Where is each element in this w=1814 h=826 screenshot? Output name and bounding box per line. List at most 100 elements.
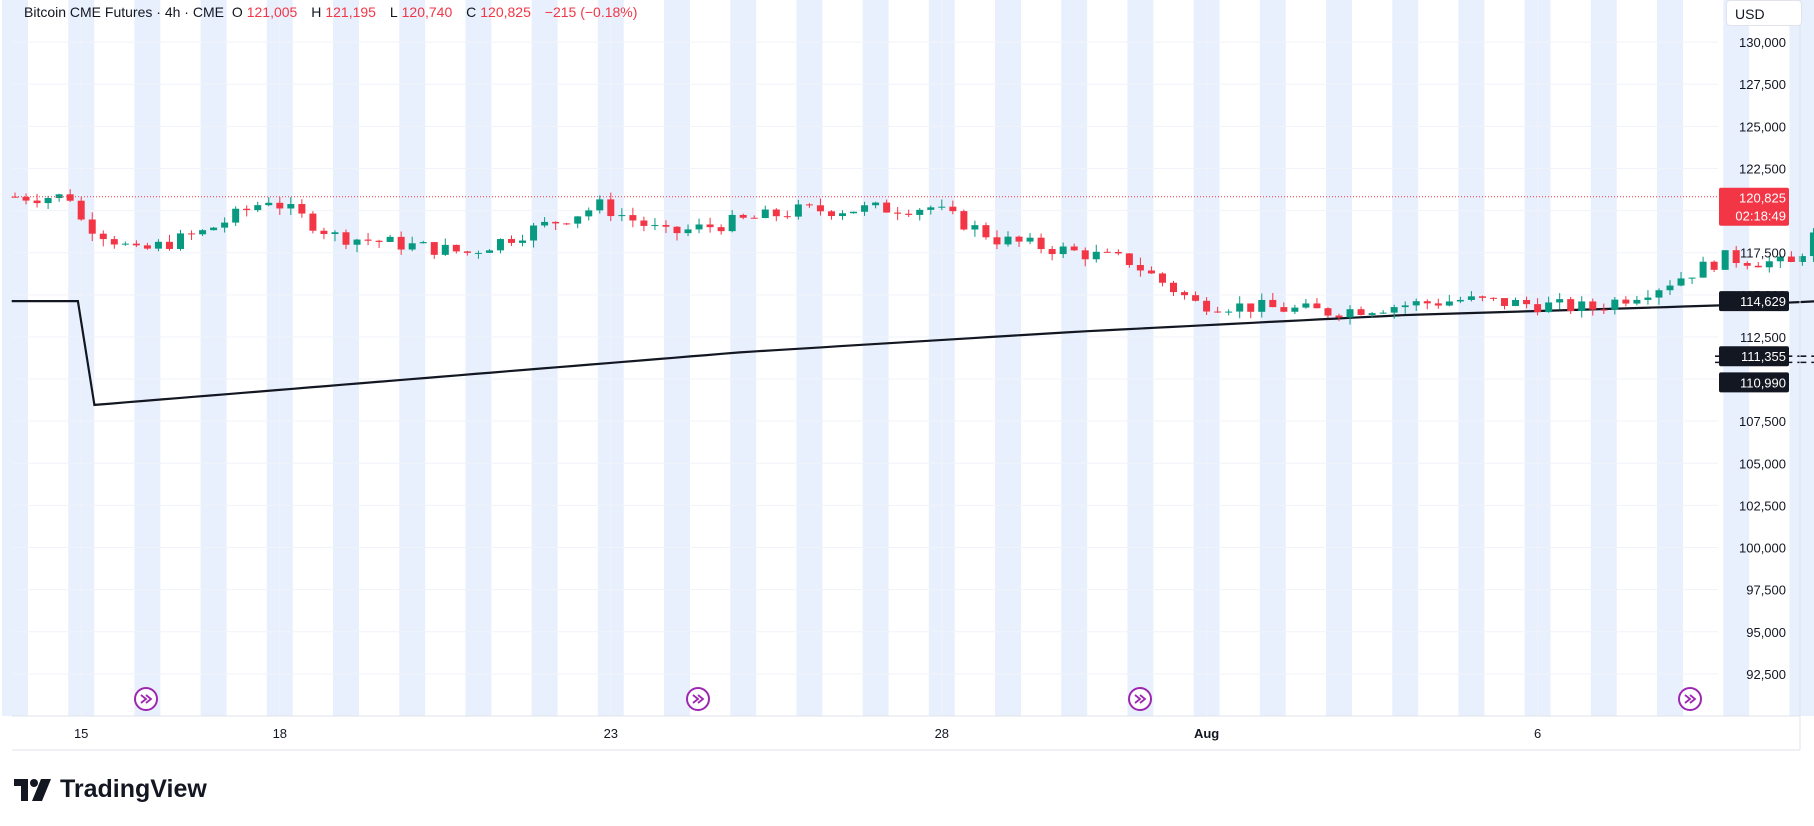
time-axis[interactable]: 15182328Aug61114192227Sep4912172225Oct69… bbox=[12, 715, 1814, 751]
candle-body bbox=[1070, 246, 1078, 251]
session-bands bbox=[2, 0, 1814, 716]
candle-body bbox=[916, 209, 924, 215]
ma-value-tag: 114,629 bbox=[1740, 294, 1786, 309]
session-band bbox=[1259, 0, 1286, 716]
candle-body bbox=[684, 229, 692, 234]
moving-average-line bbox=[11, 300, 1814, 407]
candle-body bbox=[452, 244, 460, 252]
candle-body bbox=[805, 204, 813, 206]
candle-body bbox=[1798, 256, 1806, 262]
candle-body bbox=[1556, 299, 1564, 303]
candle-body bbox=[55, 194, 63, 199]
candle-body bbox=[629, 215, 637, 221]
candle-body bbox=[309, 213, 317, 231]
candle-body bbox=[651, 225, 659, 227]
candle-body bbox=[1765, 261, 1773, 268]
candle-body bbox=[618, 215, 626, 217]
candle-body bbox=[1170, 282, 1177, 293]
candle-body bbox=[1247, 303, 1255, 312]
candle-body bbox=[519, 240, 527, 243]
candle-body bbox=[232, 208, 240, 223]
candle-body bbox=[1545, 302, 1553, 313]
session-band bbox=[730, 0, 757, 716]
tradingview-logo-icon bbox=[14, 778, 51, 801]
candle-body bbox=[188, 233, 196, 235]
candle-body bbox=[1412, 301, 1420, 306]
candle-body bbox=[1291, 307, 1299, 312]
candle-body bbox=[441, 244, 449, 255]
event-icon-glyph bbox=[1134, 694, 1147, 704]
session-band bbox=[333, 0, 359, 716]
low-label: L bbox=[389, 4, 398, 20]
candle-body bbox=[1489, 297, 1497, 299]
candle-body bbox=[883, 202, 891, 213]
event-icon-glyph bbox=[140, 694, 153, 704]
candle-body bbox=[375, 240, 383, 242]
y-tick-label: 92,500 bbox=[1746, 667, 1786, 682]
y-tick-label: 97,500 bbox=[1746, 583, 1786, 598]
candle-body bbox=[1743, 263, 1751, 266]
tradingview-logo[interactable]: TradingView bbox=[14, 775, 207, 804]
candle-body bbox=[1721, 250, 1729, 270]
candle-body bbox=[1258, 299, 1266, 312]
candle-body bbox=[794, 204, 802, 217]
candle-body bbox=[1456, 299, 1464, 302]
candle-body bbox=[1125, 253, 1133, 266]
session-band bbox=[995, 0, 1021, 716]
candle-body bbox=[1523, 299, 1531, 305]
event-icon[interactable] bbox=[1678, 687, 1702, 711]
y-tick-label: 105,000 bbox=[1739, 456, 1786, 471]
candle-body bbox=[783, 216, 791, 218]
candle-body bbox=[1302, 303, 1310, 308]
candle-body bbox=[1335, 315, 1343, 318]
candle-body bbox=[673, 226, 681, 234]
candle-body bbox=[1214, 311, 1222, 313]
event-icon[interactable] bbox=[1128, 687, 1152, 711]
candle-body bbox=[1313, 303, 1321, 309]
last-price-tag: 120,825 bbox=[1739, 191, 1786, 206]
candle-body bbox=[33, 200, 41, 204]
candle-body bbox=[210, 227, 218, 231]
candle-body bbox=[872, 202, 880, 206]
currency-button[interactable]: USD bbox=[1726, 0, 1802, 26]
candle-body bbox=[1236, 303, 1244, 312]
candle-body bbox=[894, 212, 902, 214]
candle-body bbox=[298, 204, 306, 214]
candle-body bbox=[938, 206, 946, 208]
candle-body bbox=[419, 242, 427, 244]
symbol-header: Bitcoin CME Futures · 4h · CME O 121,005 … bbox=[24, 4, 647, 20]
candle-body bbox=[552, 221, 560, 224]
candle-body bbox=[563, 223, 571, 225]
candle-body bbox=[1081, 250, 1089, 260]
candle-body bbox=[1092, 251, 1100, 260]
candle-body bbox=[485, 250, 493, 253]
candle-body bbox=[1578, 301, 1586, 312]
candle-body bbox=[1037, 237, 1045, 250]
candle-body bbox=[728, 214, 736, 232]
candle-body bbox=[110, 239, 118, 245]
event-icon[interactable] bbox=[686, 687, 710, 711]
candle-body bbox=[1324, 308, 1332, 316]
candle-body bbox=[44, 198, 52, 204]
candle-body bbox=[1103, 251, 1111, 253]
candle-body bbox=[1004, 236, 1012, 245]
session-band bbox=[862, 0, 889, 716]
candle-body bbox=[717, 227, 725, 232]
candle-body bbox=[143, 245, 151, 249]
candle-body bbox=[254, 205, 262, 211]
y-tick-label: 130,000 bbox=[1739, 35, 1786, 50]
event-icon[interactable] bbox=[134, 687, 158, 711]
price-chart[interactable]: CME GAP 92,500 95,000 97,500 100,000 102,500… bbox=[0, 0, 1814, 760]
candle-body bbox=[287, 204, 295, 209]
candle-body bbox=[1181, 292, 1189, 296]
y-tick-label: 125,000 bbox=[1739, 119, 1786, 134]
low-value: 120,740 bbox=[401, 4, 453, 20]
x-tick-label: 6 bbox=[1534, 726, 1541, 741]
y-tick-label: 107,500 bbox=[1739, 414, 1786, 429]
candle-body bbox=[342, 232, 350, 245]
session-band bbox=[1326, 0, 1352, 716]
candle-body bbox=[177, 233, 184, 249]
symbol-title[interactable]: Bitcoin CME Futures · 4h · CME bbox=[24, 4, 224, 20]
candle-body bbox=[574, 216, 582, 224]
candle-body bbox=[1611, 299, 1619, 310]
